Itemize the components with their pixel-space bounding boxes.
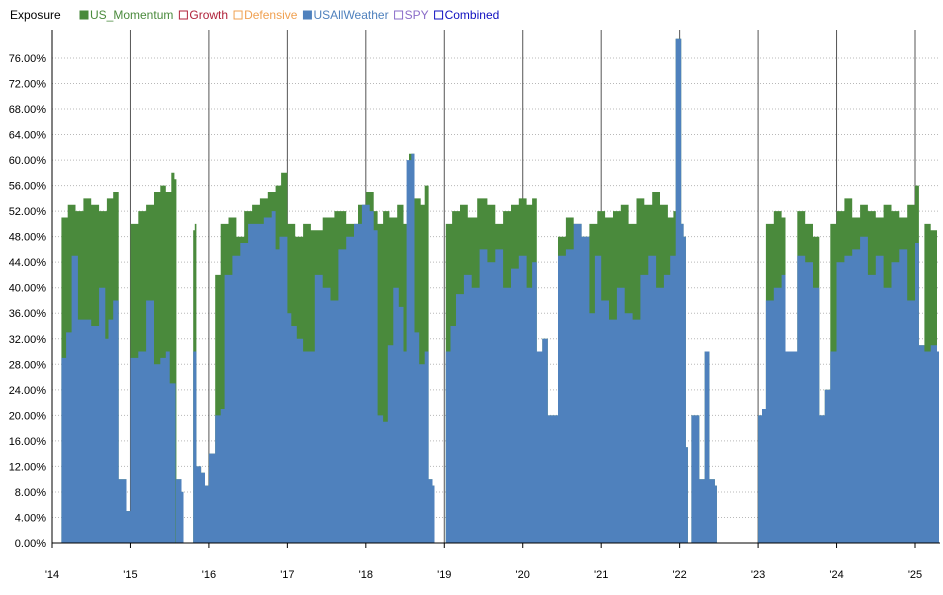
- y-tick-label-1: 4.00%: [15, 512, 46, 524]
- area-series: [61, 38, 939, 544]
- y-tick-label-4: 16.00%: [9, 436, 47, 448]
- y-tick-label-5: 20.00%: [9, 410, 47, 422]
- legend-label-2[interactable]: Defensive: [244, 8, 298, 22]
- x-tick-label-4: '18: [359, 569, 373, 581]
- y-tick-label-12: 48.00%: [9, 232, 47, 244]
- area-usallweather-segment-1: [176, 479, 184, 543]
- area-usallweather-segment-2: [193, 153, 435, 543]
- x-tick-label-3: '17: [280, 569, 294, 581]
- legend-title: Exposure: [10, 8, 61, 22]
- x-tick-label-7: '21: [594, 569, 608, 581]
- y-tick-label-19: 76.00%: [9, 53, 47, 65]
- area-usallweather-segment-5: [758, 236, 939, 543]
- y-tick-label-18: 72.00%: [9, 78, 47, 90]
- x-tick-label-1: '15: [123, 569, 137, 581]
- x-tick-label-5: '19: [437, 569, 451, 581]
- area-usallweather-segment-4: [691, 351, 717, 543]
- legend-swatch-4[interactable]: [394, 10, 404, 20]
- legend-label-5[interactable]: Combined: [445, 8, 500, 22]
- legend-label-0[interactable]: US_Momentum: [90, 8, 173, 22]
- y-tick-label-15: 60.00%: [9, 155, 47, 167]
- legend-label-3[interactable]: USAllWeather: [313, 8, 388, 22]
- legend-swatch-1[interactable]: [178, 10, 188, 20]
- y-tick-label-7: 28.00%: [9, 359, 47, 371]
- y-tick-label-16: 64.00%: [9, 130, 47, 142]
- x-tick-label-2: '16: [202, 569, 216, 581]
- y-tick-label-9: 36.00%: [9, 308, 47, 320]
- legend: Exposure US_Momentum Growth Defensive USAll…: [10, 8, 499, 22]
- x-tick-label-8: '22: [672, 569, 686, 581]
- area-usallweather-segment-3: [445, 38, 688, 544]
- x-tick-label-11: '25: [908, 569, 922, 581]
- legend-swatch-0[interactable]: [79, 10, 89, 20]
- area-usallweather-segment-0: [61, 255, 176, 544]
- x-tick-label-6: '20: [516, 569, 530, 581]
- legend-swatch-2[interactable]: [233, 10, 243, 20]
- y-tick-label-17: 68.00%: [9, 104, 47, 116]
- x-tick-label-0: '14: [45, 569, 59, 581]
- y-tick-label-8: 32.00%: [9, 334, 47, 346]
- y-tick-label-3: 12.00%: [9, 461, 47, 473]
- legend-label-1[interactable]: Growth: [189, 8, 228, 22]
- y-tick-label-2: 8.00%: [15, 487, 46, 499]
- y-tick-label-11: 44.00%: [9, 257, 47, 269]
- legend-swatch-3[interactable]: [302, 10, 312, 20]
- x-tick-label-9: '23: [751, 569, 765, 581]
- legend-swatch-5[interactable]: [434, 10, 444, 20]
- y-tick-label-14: 56.00%: [9, 181, 47, 193]
- axes: [51, 30, 940, 544]
- y-tick-label-6: 24.00%: [9, 385, 47, 397]
- x-tick-labels: '14 '15 '16 '17 '18 '19 '20 '21 '22 '23 '24 '25: [45, 543, 922, 581]
- legend-label-4[interactable]: SPY: [405, 8, 429, 22]
- x-tick-label-10: '24: [829, 569, 843, 581]
- y-tick-labels: 0.00% 4.00% 8.00% 12.00% 16.00% 20.00% 24.00% 2…: [9, 53, 47, 550]
- y-tick-label-0: 0.00%: [15, 538, 46, 550]
- y-tick-label-13: 52.00%: [9, 206, 47, 218]
- y-tick-label-10: 40.00%: [9, 283, 47, 295]
